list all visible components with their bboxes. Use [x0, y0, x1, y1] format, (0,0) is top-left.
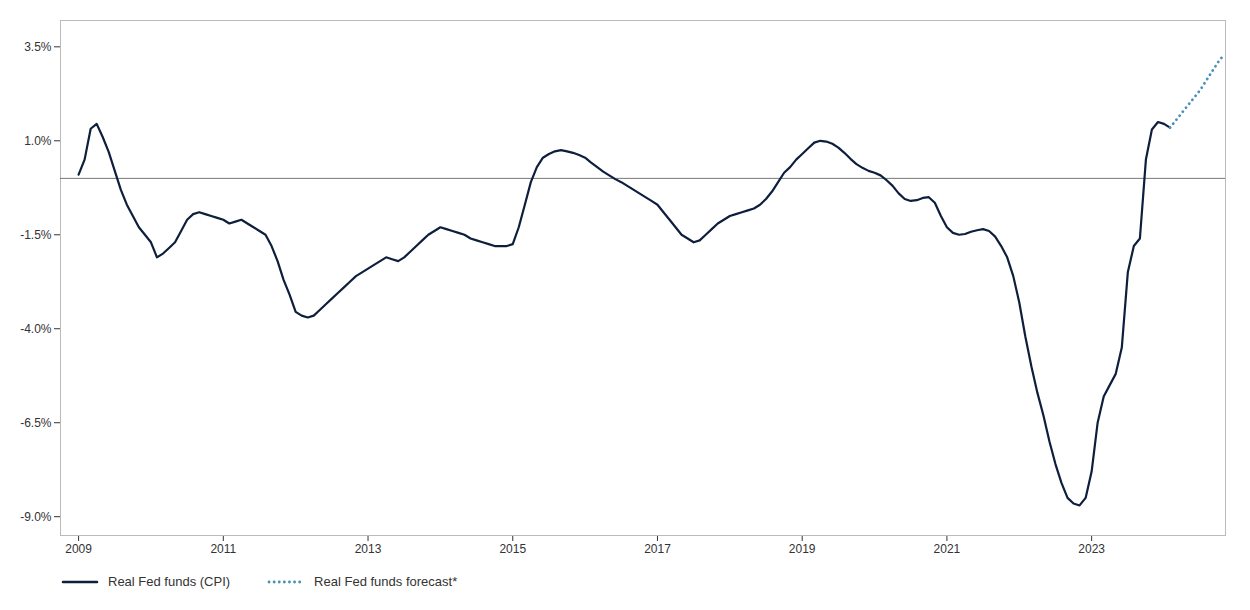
svg-text:2023: 2023: [1078, 542, 1105, 556]
svg-text:2011: 2011: [210, 542, 236, 556]
svg-text:3.5%: 3.5%: [24, 40, 52, 54]
html-text:Real Fed funds forecast*: Real Fed funds forecast*: [314, 574, 458, 589]
html-text:Real Fed funds (CPI): Real Fed funds (CPI): [108, 574, 231, 589]
svg-text:-4.0%: -4.0%: [20, 322, 52, 336]
svg-text:-1.5%: -1.5%: [20, 228, 52, 242]
svg-text:2015: 2015: [499, 542, 526, 556]
svg-text:-6.5%: -6.5%: [20, 416, 52, 430]
svg-text:1.0%: 1.0%: [24, 134, 52, 148]
svg-text:2021: 2021: [934, 542, 961, 556]
svg-text:-9.0%: -9.0%: [20, 510, 52, 524]
svg-text:2017: 2017: [644, 542, 671, 556]
svg-text:2009: 2009: [65, 542, 92, 556]
svg-text:2019: 2019: [789, 542, 816, 556]
svg-text:2013: 2013: [355, 542, 382, 556]
